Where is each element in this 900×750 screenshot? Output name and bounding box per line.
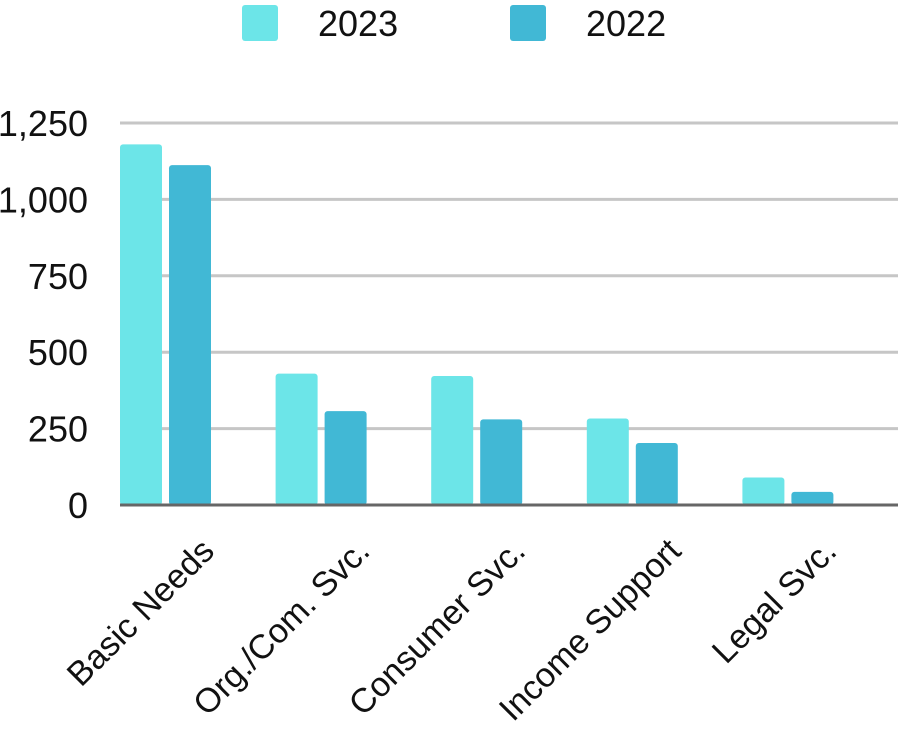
y-axis: 0 250 500 750 1,000 1,250 xyxy=(0,103,88,526)
legend: 2023 2022 xyxy=(242,3,666,44)
y-tick-label: 1,250 xyxy=(0,103,88,144)
bar-2023 xyxy=(431,376,474,505)
bars xyxy=(120,144,834,506)
x-tick-label: Basic Needs xyxy=(60,532,222,694)
bar-2022 xyxy=(791,491,834,505)
y-tick-label: 500 xyxy=(28,332,88,373)
x-tick-label: Legal Svc. xyxy=(705,532,844,671)
bar-2022 xyxy=(635,442,678,505)
bar-2023 xyxy=(586,418,629,505)
bar-2022 xyxy=(169,165,211,506)
bar-2022 xyxy=(480,419,523,505)
bar-2023 xyxy=(275,373,318,505)
bar-2023 xyxy=(742,477,785,505)
gridlines xyxy=(120,121,898,431)
legend-swatch-2022 xyxy=(510,5,546,41)
y-tick-label: 750 xyxy=(28,256,88,297)
y-tick-label: 250 xyxy=(28,409,88,450)
legend-label: 2023 xyxy=(318,3,398,44)
bar-2022 xyxy=(324,411,367,505)
y-tick-label: 1,000 xyxy=(0,179,88,220)
legend-label: 2022 xyxy=(586,3,666,44)
bar-2023 xyxy=(120,144,162,505)
y-tick-label: 0 xyxy=(68,485,88,526)
legend-swatch-2023 xyxy=(242,5,278,41)
